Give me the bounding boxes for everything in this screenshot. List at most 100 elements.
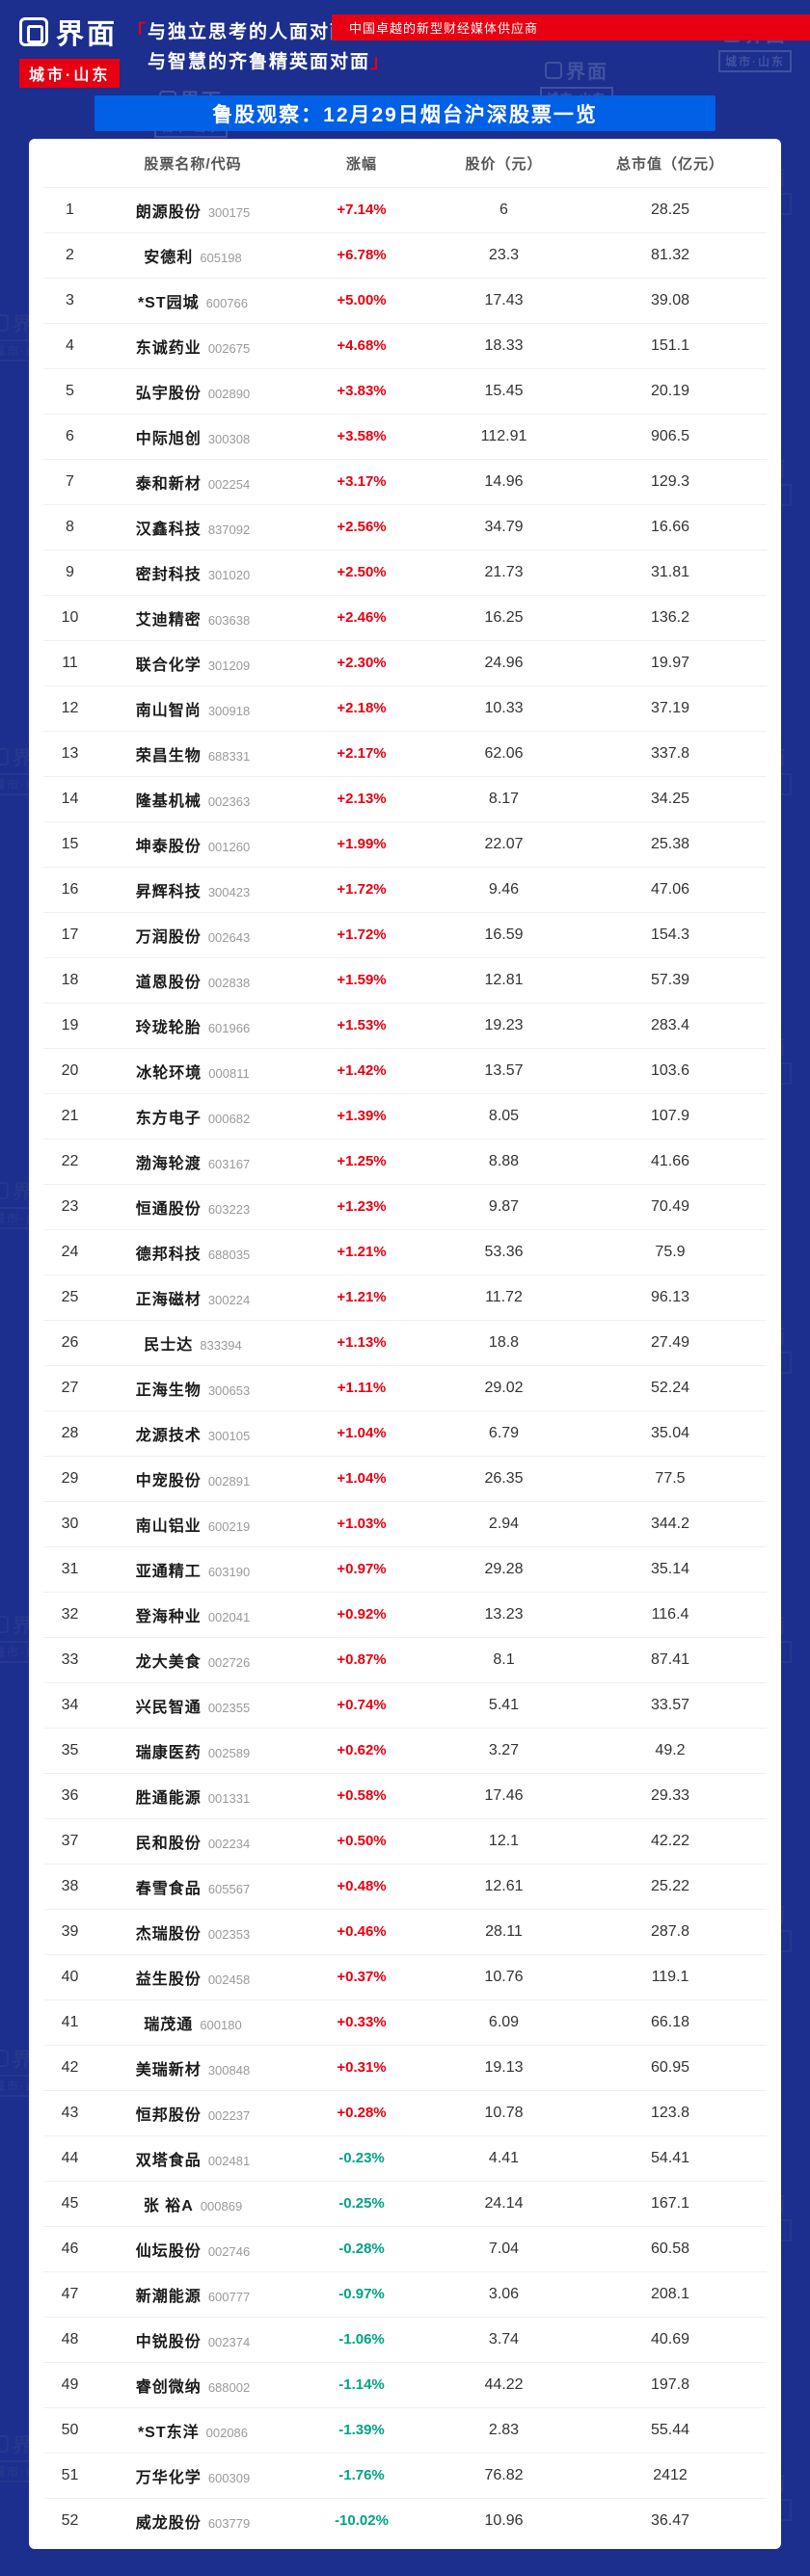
stock-code: 300175 — [207, 204, 251, 220]
cap-value: 337.8 — [574, 730, 767, 776]
table-row: 1 朗源股份 300175 +7.14% 6 28.25 — [43, 186, 767, 232]
row-index: 42 — [43, 2044, 96, 2090]
price-value: 19.23 — [434, 1002, 574, 1048]
change-value: +1.03% — [337, 1516, 387, 1532]
table-row: 23 恒通股份 603223 +1.23% 9.87 70.49 — [43, 1183, 767, 1229]
row-index: 23 — [43, 1183, 96, 1229]
table-row: 39 杰瑞股份 002353 +0.46% 28.11 287.8 — [43, 1908, 767, 1954]
row-index: 25 — [43, 1274, 96, 1320]
price-value: 13.57 — [434, 1047, 574, 1093]
stock-code: 600766 — [205, 295, 249, 310]
stock-name: 龙源技术 — [135, 1427, 202, 1444]
change-value: +1.11% — [337, 1380, 387, 1396]
row-index: 1 — [43, 186, 96, 232]
stock-code: 300308 — [207, 431, 251, 446]
row-index: 26 — [43, 1319, 96, 1365]
table-row: 47 新潮能源 600777 -0.97% 3.06 208.1 — [43, 2270, 767, 2317]
stock-table-card: 股票名称/代码 涨幅 股价（元） 总市值（亿元） 1 朗源股份 300175 +7… — [29, 139, 781, 2549]
price-value: 19.13 — [434, 2044, 574, 2090]
row-index: 28 — [43, 1409, 96, 1456]
change-value: +1.13% — [337, 1334, 387, 1351]
row-index: 45 — [43, 2180, 96, 2226]
change-value: -0.28% — [338, 2241, 385, 2257]
price-value: 16.59 — [434, 911, 574, 957]
table-row: 14 隆基机械 002363 +2.13% 8.17 34.25 — [43, 775, 767, 821]
change-value: +3.58% — [337, 428, 387, 444]
cap-value: 31.81 — [574, 549, 767, 595]
stock-code: 600777 — [207, 2289, 251, 2304]
table-row: 24 德邦科技 688035 +1.21% 53.36 75.9 — [43, 1228, 767, 1275]
stock-name: 中宠股份 — [135, 1472, 202, 1489]
stock-name: 登海种业 — [135, 1608, 202, 1625]
stock-code: 002838 — [207, 975, 251, 990]
change-value: -0.25% — [338, 2195, 385, 2212]
stock-name: 东方电子 — [135, 1110, 202, 1127]
table-row: 3 *ST园城 600766 +5.00% 17.43 39.08 — [43, 277, 767, 323]
price-value: 6.09 — [434, 1999, 574, 2045]
price-value: 10.96 — [434, 2497, 574, 2543]
cap-value: 16.66 — [574, 503, 767, 550]
watermark-logo-icon — [0, 313, 9, 332]
col-header-change: 涨幅 — [345, 156, 377, 174]
stock-name: 杰瑞股份 — [135, 1925, 202, 1943]
row-index: 13 — [43, 730, 96, 776]
cap-value: 906.5 — [574, 413, 767, 459]
table-row: 38 春雪食品 605567 +0.48% 12.61 25.22 — [43, 1863, 767, 1909]
change-value: -1.76% — [338, 2467, 385, 2483]
col-header-name-code: 股票名称/代码 — [144, 156, 242, 174]
cap-value: 57.39 — [574, 956, 767, 1003]
stock-code: 002891 — [207, 1473, 251, 1489]
stock-table-body: 1 朗源股份 300175 +7.14% 6 28.25 2 安德利 605198 … — [43, 186, 767, 2543]
price-value: 23.3 — [434, 231, 574, 278]
cap-value: 197.8 — [574, 2361, 767, 2407]
price-value: 17.46 — [434, 1772, 574, 1818]
price-value: 9.87 — [434, 1183, 574, 1229]
cap-value: 47.06 — [574, 866, 767, 912]
table-row: 10 艾迪精密 603638 +2.46% 16.25 136.2 — [43, 594, 767, 640]
stock-name: 民和股份 — [135, 1835, 202, 1852]
price-value: 10.33 — [434, 684, 574, 731]
table-row: 19 玲珑轮胎 601966 +1.53% 19.23 283.4 — [43, 1002, 767, 1048]
watermark-logo-icon — [0, 1615, 9, 1633]
change-value: +0.48% — [337, 1878, 387, 1894]
stock-name: 朗源股份 — [135, 203, 202, 221]
change-value: +0.92% — [337, 1606, 387, 1623]
cap-value: 54.41 — [574, 2134, 767, 2181]
stock-code: 300918 — [207, 703, 251, 718]
cap-value: 42.22 — [574, 1817, 767, 1864]
row-index: 9 — [43, 549, 96, 595]
cap-value: 55.44 — [574, 2406, 767, 2453]
change-value: +1.04% — [337, 1425, 387, 1441]
table-row: 28 龙源技术 300105 +1.04% 6.79 35.04 — [43, 1409, 767, 1456]
row-index: 4 — [43, 322, 96, 368]
cap-value: 37.19 — [574, 684, 767, 731]
change-value: -10.02% — [335, 2512, 389, 2530]
cap-value: 344.2 — [574, 1500, 767, 1546]
row-index: 40 — [43, 1953, 96, 1999]
price-value: 8.17 — [434, 775, 574, 821]
slogan-ribbon: 中国卓越的新型财经媒体供应商 — [332, 14, 810, 40]
stock-name: 亚通精工 — [135, 1563, 202, 1580]
cap-value: 52.24 — [574, 1364, 767, 1410]
row-index: 48 — [43, 2316, 96, 2362]
stock-name: 睿创微纳 — [135, 2378, 202, 2396]
cap-value: 19.97 — [574, 639, 767, 685]
cap-value: 41.66 — [574, 1138, 767, 1184]
cap-value: 34.25 — [574, 775, 767, 821]
cap-value: 167.1 — [574, 2180, 767, 2226]
stock-code: 603167 — [207, 1156, 251, 1171]
change-value: +1.72% — [337, 881, 387, 898]
tagline-text2: 与智慧的齐鲁精英面对面 — [148, 52, 371, 72]
stock-name: 仙坛股份 — [135, 2242, 202, 2260]
stock-name: 道恩股份 — [135, 974, 202, 991]
price-value: 14.96 — [434, 458, 574, 504]
price-value: 3.06 — [434, 2270, 574, 2317]
row-index: 51 — [43, 2452, 96, 2498]
table-row: 35 瑞康医药 002589 +0.62% 3.27 49.2 — [43, 1727, 767, 1773]
price-value: 10.76 — [434, 1953, 574, 1999]
col-header-marketcap: 总市值（亿元） — [615, 156, 724, 174]
cap-value: 25.22 — [574, 1863, 767, 1909]
row-index: 46 — [43, 2225, 96, 2271]
table-row: 18 道恩股份 002838 +1.59% 12.81 57.39 — [43, 956, 767, 1003]
cap-value: 70.49 — [574, 1183, 767, 1229]
